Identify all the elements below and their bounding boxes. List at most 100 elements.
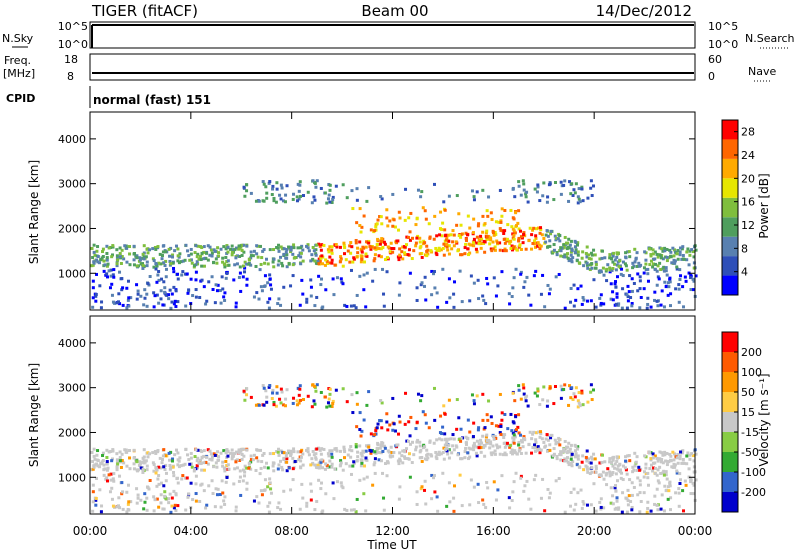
power-cell	[495, 239, 499, 243]
power-cell	[289, 247, 293, 251]
power-cell	[585, 245, 589, 249]
velocity-cell	[146, 451, 150, 455]
power-cell	[176, 300, 180, 304]
power-cell	[653, 290, 657, 294]
velocity-cell	[624, 455, 628, 459]
velocity-cell	[110, 486, 114, 490]
power-cell	[91, 263, 95, 267]
velocity-cell	[226, 454, 230, 458]
velocity-cell	[401, 449, 405, 453]
power-cell	[589, 179, 593, 183]
velocity-cell	[124, 448, 128, 452]
velocity-cell	[331, 399, 335, 403]
power-cell	[121, 286, 125, 290]
power-cell	[539, 228, 543, 232]
velocity-cell	[642, 470, 646, 474]
velocity-cell	[200, 482, 204, 486]
power-cell	[407, 248, 411, 252]
velocity-cell	[215, 465, 219, 469]
power-cell	[527, 293, 531, 297]
velocity-cell	[91, 483, 95, 487]
velocity-cell	[444, 442, 448, 446]
power-cell	[567, 259, 571, 263]
velocity-cell	[92, 447, 96, 451]
power-cell	[570, 248, 574, 252]
power-cell	[404, 187, 408, 191]
power-cell	[167, 247, 171, 251]
velocity-cell	[174, 493, 178, 497]
power-cell	[637, 261, 641, 265]
velocity-cell	[656, 459, 660, 463]
power-cell	[238, 244, 242, 248]
velocity-cell	[585, 465, 589, 469]
power-cell	[511, 187, 515, 191]
power-cell	[396, 255, 400, 259]
power-cell	[204, 302, 208, 306]
power-cell	[667, 256, 671, 260]
velocity-cell	[526, 404, 530, 408]
velocity-cell	[638, 479, 642, 483]
velocity-cell	[234, 460, 238, 464]
power-cell	[91, 305, 95, 309]
velocity-cell	[554, 442, 558, 446]
power-colorbar-swatch	[722, 120, 738, 140]
power-cell	[662, 269, 666, 273]
velocity-cell	[393, 429, 397, 433]
power-cell	[311, 245, 315, 249]
velocity-cell	[256, 459, 260, 463]
velocity-cell	[536, 445, 540, 449]
velocity-cell	[535, 431, 539, 435]
power-cell	[558, 234, 562, 238]
velocity-cell	[439, 414, 443, 418]
velocity-cell	[292, 447, 296, 451]
power-cell	[282, 252, 286, 256]
power-cell	[527, 239, 531, 243]
velocity-cell	[669, 454, 673, 458]
velocity-cell	[414, 445, 418, 449]
velocity-cell	[628, 459, 632, 463]
power-cell	[678, 278, 682, 282]
velocity-cell	[97, 465, 101, 469]
power-cell	[275, 246, 279, 250]
velocity-cell	[363, 464, 367, 468]
power-cell	[423, 209, 427, 213]
velocity-cell	[156, 477, 160, 481]
power-cell	[570, 260, 574, 264]
power-cell	[418, 246, 422, 250]
power-cell	[608, 253, 612, 257]
velocity-cell	[437, 453, 441, 457]
power-cell	[631, 261, 635, 265]
power-cell	[694, 248, 698, 252]
power-cell	[649, 305, 653, 309]
velocity-cell	[464, 435, 468, 439]
velocity-cell	[349, 445, 353, 449]
power-cell	[176, 277, 180, 281]
velocity-cell	[594, 509, 598, 513]
velocity-cell	[126, 502, 130, 506]
velocity-cell	[204, 461, 208, 465]
velocity-cell	[672, 458, 676, 462]
velocity-cell	[652, 466, 656, 470]
velocity-cell	[358, 444, 362, 448]
velocity-cell	[514, 471, 518, 475]
power-cell	[475, 235, 479, 239]
velocity-cell	[580, 389, 584, 393]
power-cell	[445, 235, 449, 239]
power-cell	[259, 262, 263, 266]
velocity-cell	[634, 460, 638, 464]
velocity-cell	[174, 448, 178, 452]
power-cell	[276, 263, 280, 267]
velocity-colorbar-swatch	[722, 332, 738, 352]
velocity-cell	[210, 455, 214, 459]
velocity-cell	[519, 474, 523, 478]
power-cell	[624, 255, 628, 259]
velocity-cell	[420, 459, 424, 463]
velocity-colorbar-swatch	[722, 432, 738, 452]
power-cell	[152, 305, 156, 309]
velocity-cell	[118, 474, 122, 478]
power-cell	[648, 247, 652, 251]
velocity-cell	[611, 502, 615, 506]
power-cell	[161, 250, 165, 254]
power-cell	[581, 250, 585, 254]
power-cell	[281, 264, 285, 268]
